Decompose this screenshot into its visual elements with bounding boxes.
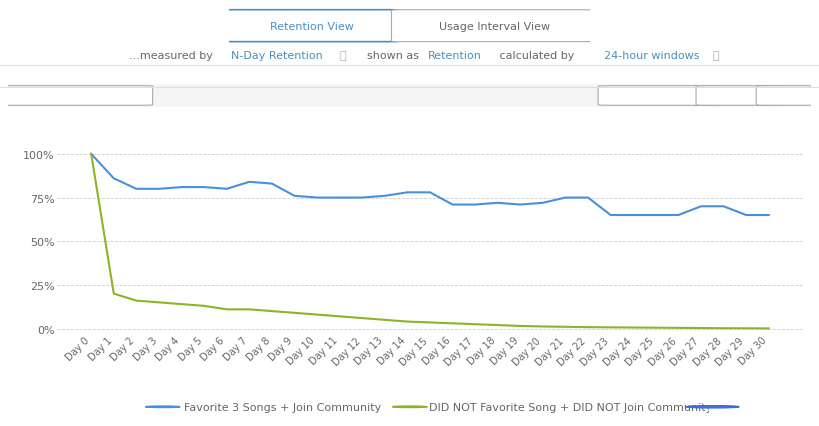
Text: Favorite 3 Songs + Join Community: Favorite 3 Songs + Join Community [183,402,381,412]
Text: calculated by: calculated by [489,51,577,60]
Text: 24-hour windows: 24-hour windows [604,51,699,60]
FancyBboxPatch shape [696,86,783,106]
Circle shape [146,406,180,408]
Text: shown as: shown as [367,51,423,60]
Text: Daily ⌄: Daily ⌄ [722,91,758,101]
Text: Retention View: Retention View [270,22,354,32]
FancyBboxPatch shape [0,86,152,106]
Circle shape [392,406,428,408]
Text: Anomaly + Forecast: Anomaly + Forecast [22,91,127,101]
Text: A: A [708,400,717,413]
Text: Retention: Retention [428,51,482,60]
Circle shape [686,406,740,408]
Text: N-Day Retention: N-Day Retention [231,51,323,60]
Text: 2: 2 [409,402,415,412]
Text: DID NOT Favorite Song + DID NOT Join Community: DID NOT Favorite Song + DID NOT Join Com… [429,402,713,412]
Text: Line chart ⌄: Line chart ⌄ [631,91,691,101]
Text: ...measured by: ...measured by [129,51,217,60]
FancyBboxPatch shape [598,86,722,106]
Text: Usage Interval View: Usage Interval View [439,22,550,32]
Text: ⊞⌄: ⊞⌄ [781,91,796,101]
Text: ⓘ: ⓘ [333,51,354,60]
FancyBboxPatch shape [8,85,811,107]
FancyBboxPatch shape [391,11,593,43]
FancyBboxPatch shape [226,11,399,43]
FancyBboxPatch shape [756,86,819,106]
Text: 1: 1 [162,402,168,412]
Text: ⓘ: ⓘ [706,51,719,60]
